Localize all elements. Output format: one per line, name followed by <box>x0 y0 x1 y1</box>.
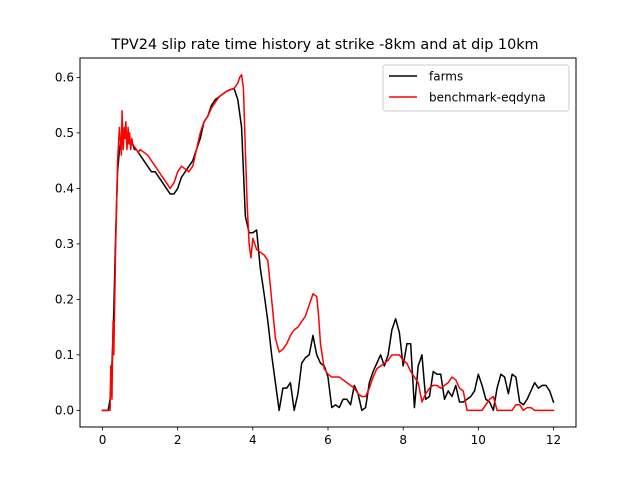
chart-title: TPV24 slip rate time history at strike -… <box>110 37 538 53</box>
y-tick-label: 0.6 <box>55 71 74 85</box>
x-tick-label: 2 <box>174 433 182 447</box>
legend-box <box>382 64 570 112</box>
series-line-benchmark-eqdyna <box>101 73 555 412</box>
x-tick-label: 8 <box>399 433 407 447</box>
legend-label-benchmark-eqdyna: benchmark-eqdyna <box>429 90 546 104</box>
legend-label-farms: farms <box>429 69 463 83</box>
x-tick-label: 0 <box>99 433 107 447</box>
y-axis: 0.0 0.1 0.2 0.3 0.4 0.5 0.6 <box>55 71 80 418</box>
axes-frame <box>79 57 577 428</box>
x-tick-label: 10 <box>471 433 486 447</box>
legend: farms benchmark-eqdyna <box>382 64 570 112</box>
x-axis: 0 2 4 6 8 10 12 <box>99 427 561 447</box>
x-tick-label: 12 <box>546 433 561 447</box>
y-tick-label: 0.5 <box>55 126 74 140</box>
series-group <box>101 73 555 412</box>
y-tick-label: 0.0 <box>55 404 74 418</box>
y-tick-label: 0.2 <box>55 293 74 307</box>
y-tick-label: 0.3 <box>55 237 74 251</box>
x-tick-label: 6 <box>324 433 332 447</box>
y-tick-label: 0.4 <box>55 182 74 196</box>
x-tick-label: 4 <box>249 433 257 447</box>
y-tick-label: 0.1 <box>55 348 74 362</box>
series-line-farms <box>101 87 555 412</box>
